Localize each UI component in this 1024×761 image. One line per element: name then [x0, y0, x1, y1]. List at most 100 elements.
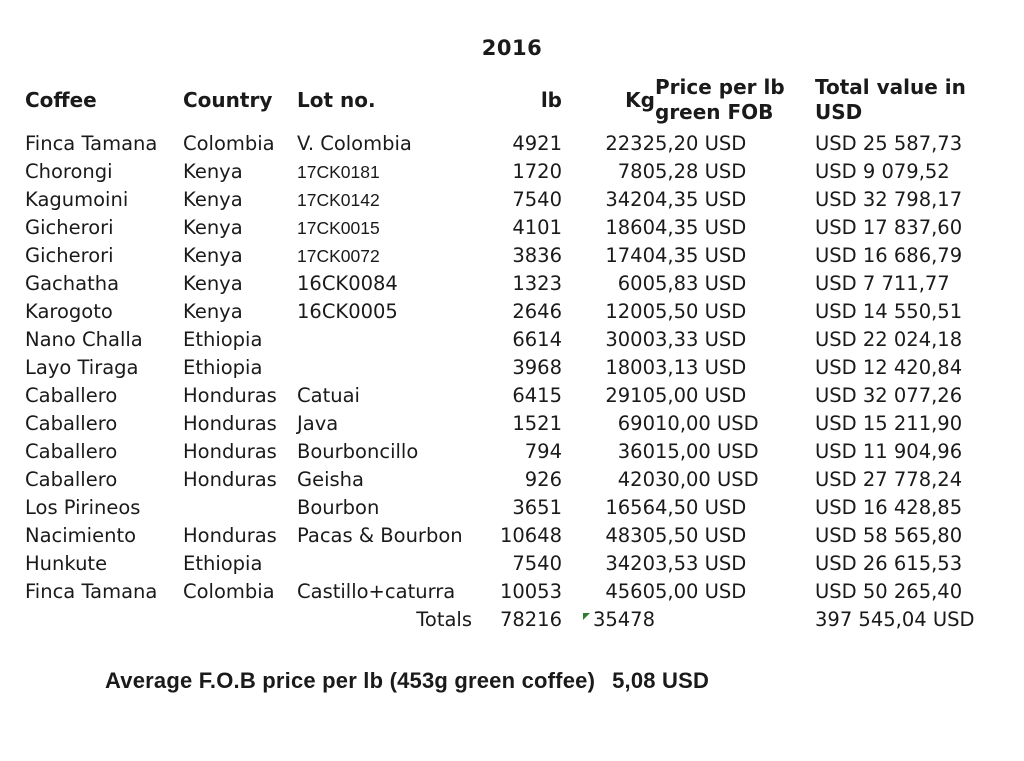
- cell-lb: 794: [524, 440, 562, 463]
- cell-price: 3,13 USD: [655, 356, 747, 379]
- cell-price: 15,00 USD: [655, 440, 759, 463]
- cell-price: 5,50 USD: [655, 300, 747, 323]
- cell-lb: 926: [524, 468, 562, 491]
- table-row: Nacimiento Honduras Pacas & Bourbon 1064…: [25, 522, 1000, 550]
- cell-kg: 420: [617, 468, 655, 491]
- cell-price: 3,33 USD: [655, 328, 747, 351]
- cell-lb: 1323: [512, 272, 562, 295]
- cell-total: USD 15 211,90: [815, 412, 963, 435]
- cell-country: Honduras: [183, 440, 277, 463]
- table-row: Caballero Honduras Geisha 926 420 30,00 …: [25, 466, 1000, 494]
- cell-lot: Castillo+caturra: [297, 580, 456, 603]
- cell-price: 4,35 USD: [655, 188, 747, 211]
- cell-kg: 2232: [605, 132, 655, 155]
- cell-coffee: Caballero: [25, 440, 118, 463]
- cell-total: USD 25 587,73: [815, 132, 963, 155]
- cell-price: 5,00 USD: [655, 580, 747, 603]
- cell-lb: 7540: [512, 188, 562, 211]
- cell-country: Honduras: [183, 524, 277, 547]
- cell-price: 3,53 USD: [655, 552, 747, 575]
- col-header-kg: Kg: [625, 87, 655, 112]
- cell-total: USD 12 420,84: [815, 356, 963, 379]
- cell-country: [183, 494, 297, 522]
- table-row: Caballero Honduras Bourboncillo 794 360 …: [25, 438, 1000, 466]
- cell-total: USD 16 686,79: [815, 244, 963, 267]
- table-row: Gachatha Kenya 16CK0084 1323 600 5,83 US…: [25, 270, 1000, 298]
- table-row: Gicherori Kenya 17CK0072 3836 1740 4,35 …: [25, 242, 1000, 270]
- cell-lb: 4101: [512, 216, 562, 239]
- table-row: Chorongi Kenya 17CK0181 1720 780 5,28 US…: [25, 158, 1000, 186]
- cell-total: USD 32 077,26: [815, 384, 963, 407]
- cell-total: USD 32 798,17: [815, 188, 963, 211]
- totals-kg-value: 35478: [592, 608, 655, 631]
- table-row: Finca Tamana Colombia Castillo+caturra 1…: [25, 578, 1000, 606]
- table-row: Gicherori Kenya 17CK0015 4101 1860 4,35 …: [25, 214, 1000, 242]
- coffee-lots-table: Coffee Country Lot no. lb Kg Price per l…: [25, 70, 1000, 634]
- cell-kg: 3420: [605, 188, 655, 211]
- cell-country: Ethiopia: [183, 328, 263, 351]
- table-header: Coffee Country Lot no. lb Kg Price per l…: [25, 70, 1000, 130]
- page-title: 2016: [481, 36, 543, 60]
- col-header-total-line1: Total value in: [815, 75, 966, 99]
- cell-lot: Bourboncillo: [297, 440, 419, 463]
- cell-price: 5,50 USD: [655, 524, 747, 547]
- cell-total: USD 50 265,40: [815, 580, 963, 603]
- cell-lb: 3651: [512, 496, 562, 519]
- cell-kg: 1860: [605, 216, 655, 239]
- cell-lb: 7540: [512, 552, 562, 575]
- col-header-lot: Lot no.: [297, 87, 376, 112]
- cell-lot: 17CK0072: [297, 246, 380, 266]
- cell-coffee: Nano Challa: [25, 328, 143, 351]
- cell-kg: 1740: [605, 244, 655, 267]
- average-price-line: Average F.O.B price per lb (453g green c…: [105, 668, 709, 694]
- cell-coffee: Los Pirineos: [25, 496, 141, 519]
- col-header-price: Price per lb green FOB: [655, 70, 815, 130]
- col-header-price-line1: Price per lb: [655, 75, 785, 99]
- cell-kg: 780: [617, 160, 655, 183]
- header-row: Coffee Country Lot no. lb Kg Price per l…: [25, 70, 1000, 130]
- cell-lb: 1521: [512, 412, 562, 435]
- col-header-coffee: Coffee: [25, 87, 97, 112]
- cell-country: Kenya: [183, 216, 243, 239]
- cell-price: 10,00 USD: [655, 412, 759, 435]
- col-header-total-line2: USD: [815, 100, 863, 124]
- cell-lb: 3968: [512, 356, 562, 379]
- cell-total: USD 26 615,53: [815, 552, 963, 575]
- col-header-lb: lb: [540, 87, 562, 112]
- cell-coffee: Chorongi: [25, 160, 113, 183]
- cell-coffee: Gachatha: [25, 272, 120, 295]
- cell-lot: [297, 326, 480, 354]
- cell-kg: 1800: [605, 356, 655, 379]
- cell-kg: 3420: [605, 552, 655, 575]
- table-row: Hunkute Ethiopia 7540 3420 3,53 USD USD …: [25, 550, 1000, 578]
- cell-coffee: Layo Tiraga: [25, 356, 139, 379]
- cell-country: Colombia: [183, 132, 275, 155]
- cell-country: Kenya: [183, 300, 243, 323]
- cell-price: 30,00 USD: [655, 468, 759, 491]
- cell-lb: 10648: [499, 524, 562, 547]
- cell-kg: 360: [617, 440, 655, 463]
- cell-kg: 2910: [605, 384, 655, 407]
- green-corner-flag-icon: [582, 613, 590, 620]
- table-body: Finca Tamana Colombia V. Colombia 4921 2…: [25, 130, 1000, 606]
- cell-kg: 4830: [605, 524, 655, 547]
- totals-row: Totals 78216 35478 397 545,04 USD: [25, 606, 1000, 634]
- table-row: Caballero Honduras Catuai 6415 2910 5,00…: [25, 382, 1000, 410]
- cell-lot: Catuai: [297, 384, 360, 407]
- cell-lot: Java: [297, 412, 339, 435]
- cell-country: Kenya: [183, 160, 243, 183]
- cell-coffee: Finca Tamana: [25, 580, 158, 603]
- table-row: Nano Challa Ethiopia 6614 3000 3,33 USD …: [25, 326, 1000, 354]
- cell-total: USD 58 565,80: [815, 524, 963, 547]
- cell-coffee: Kagumoini: [25, 188, 129, 211]
- cell-coffee: Gicherori: [25, 216, 114, 239]
- cell-kg: 690: [617, 412, 655, 435]
- cell-lb: 10053: [499, 580, 562, 603]
- cell-lb: 3836: [512, 244, 562, 267]
- cell-total: USD 27 778,24: [815, 468, 963, 491]
- cell-lot: 17CK0181: [297, 162, 380, 182]
- cell-total: USD 9 079,52: [815, 160, 950, 183]
- cell-total: USD 7 711,77: [815, 272, 950, 295]
- cell-coffee: Hunkute: [25, 552, 108, 575]
